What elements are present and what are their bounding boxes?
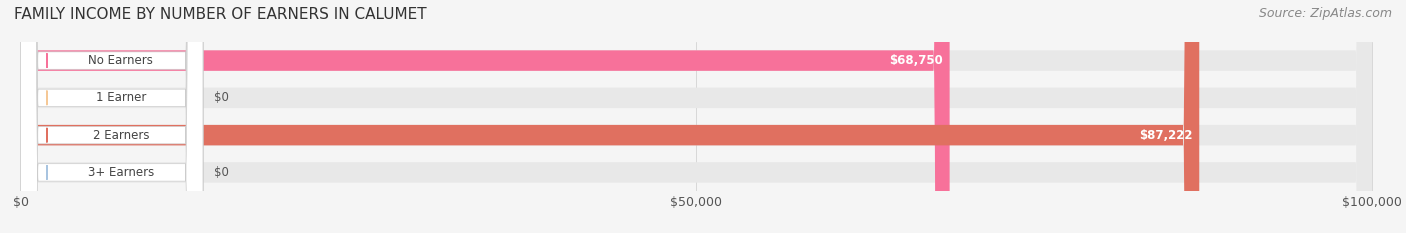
FancyBboxPatch shape [21, 0, 202, 233]
Text: No Earners: No Earners [89, 54, 153, 67]
Text: Source: ZipAtlas.com: Source: ZipAtlas.com [1258, 7, 1392, 20]
FancyBboxPatch shape [21, 0, 1372, 233]
Text: 2 Earners: 2 Earners [93, 129, 149, 142]
FancyBboxPatch shape [21, 0, 949, 233]
FancyBboxPatch shape [21, 0, 202, 233]
FancyBboxPatch shape [21, 0, 202, 233]
FancyBboxPatch shape [21, 0, 1372, 233]
Text: $0: $0 [214, 166, 229, 179]
FancyBboxPatch shape [21, 0, 202, 233]
Text: 3+ Earners: 3+ Earners [87, 166, 155, 179]
Text: FAMILY INCOME BY NUMBER OF EARNERS IN CALUMET: FAMILY INCOME BY NUMBER OF EARNERS IN CA… [14, 7, 426, 22]
Text: $68,750: $68,750 [889, 54, 943, 67]
FancyBboxPatch shape [21, 0, 1372, 233]
FancyBboxPatch shape [21, 0, 1372, 233]
FancyBboxPatch shape [21, 0, 1199, 233]
Text: $0: $0 [214, 91, 229, 104]
Text: $87,222: $87,222 [1139, 129, 1192, 142]
Text: 1 Earner: 1 Earner [96, 91, 146, 104]
